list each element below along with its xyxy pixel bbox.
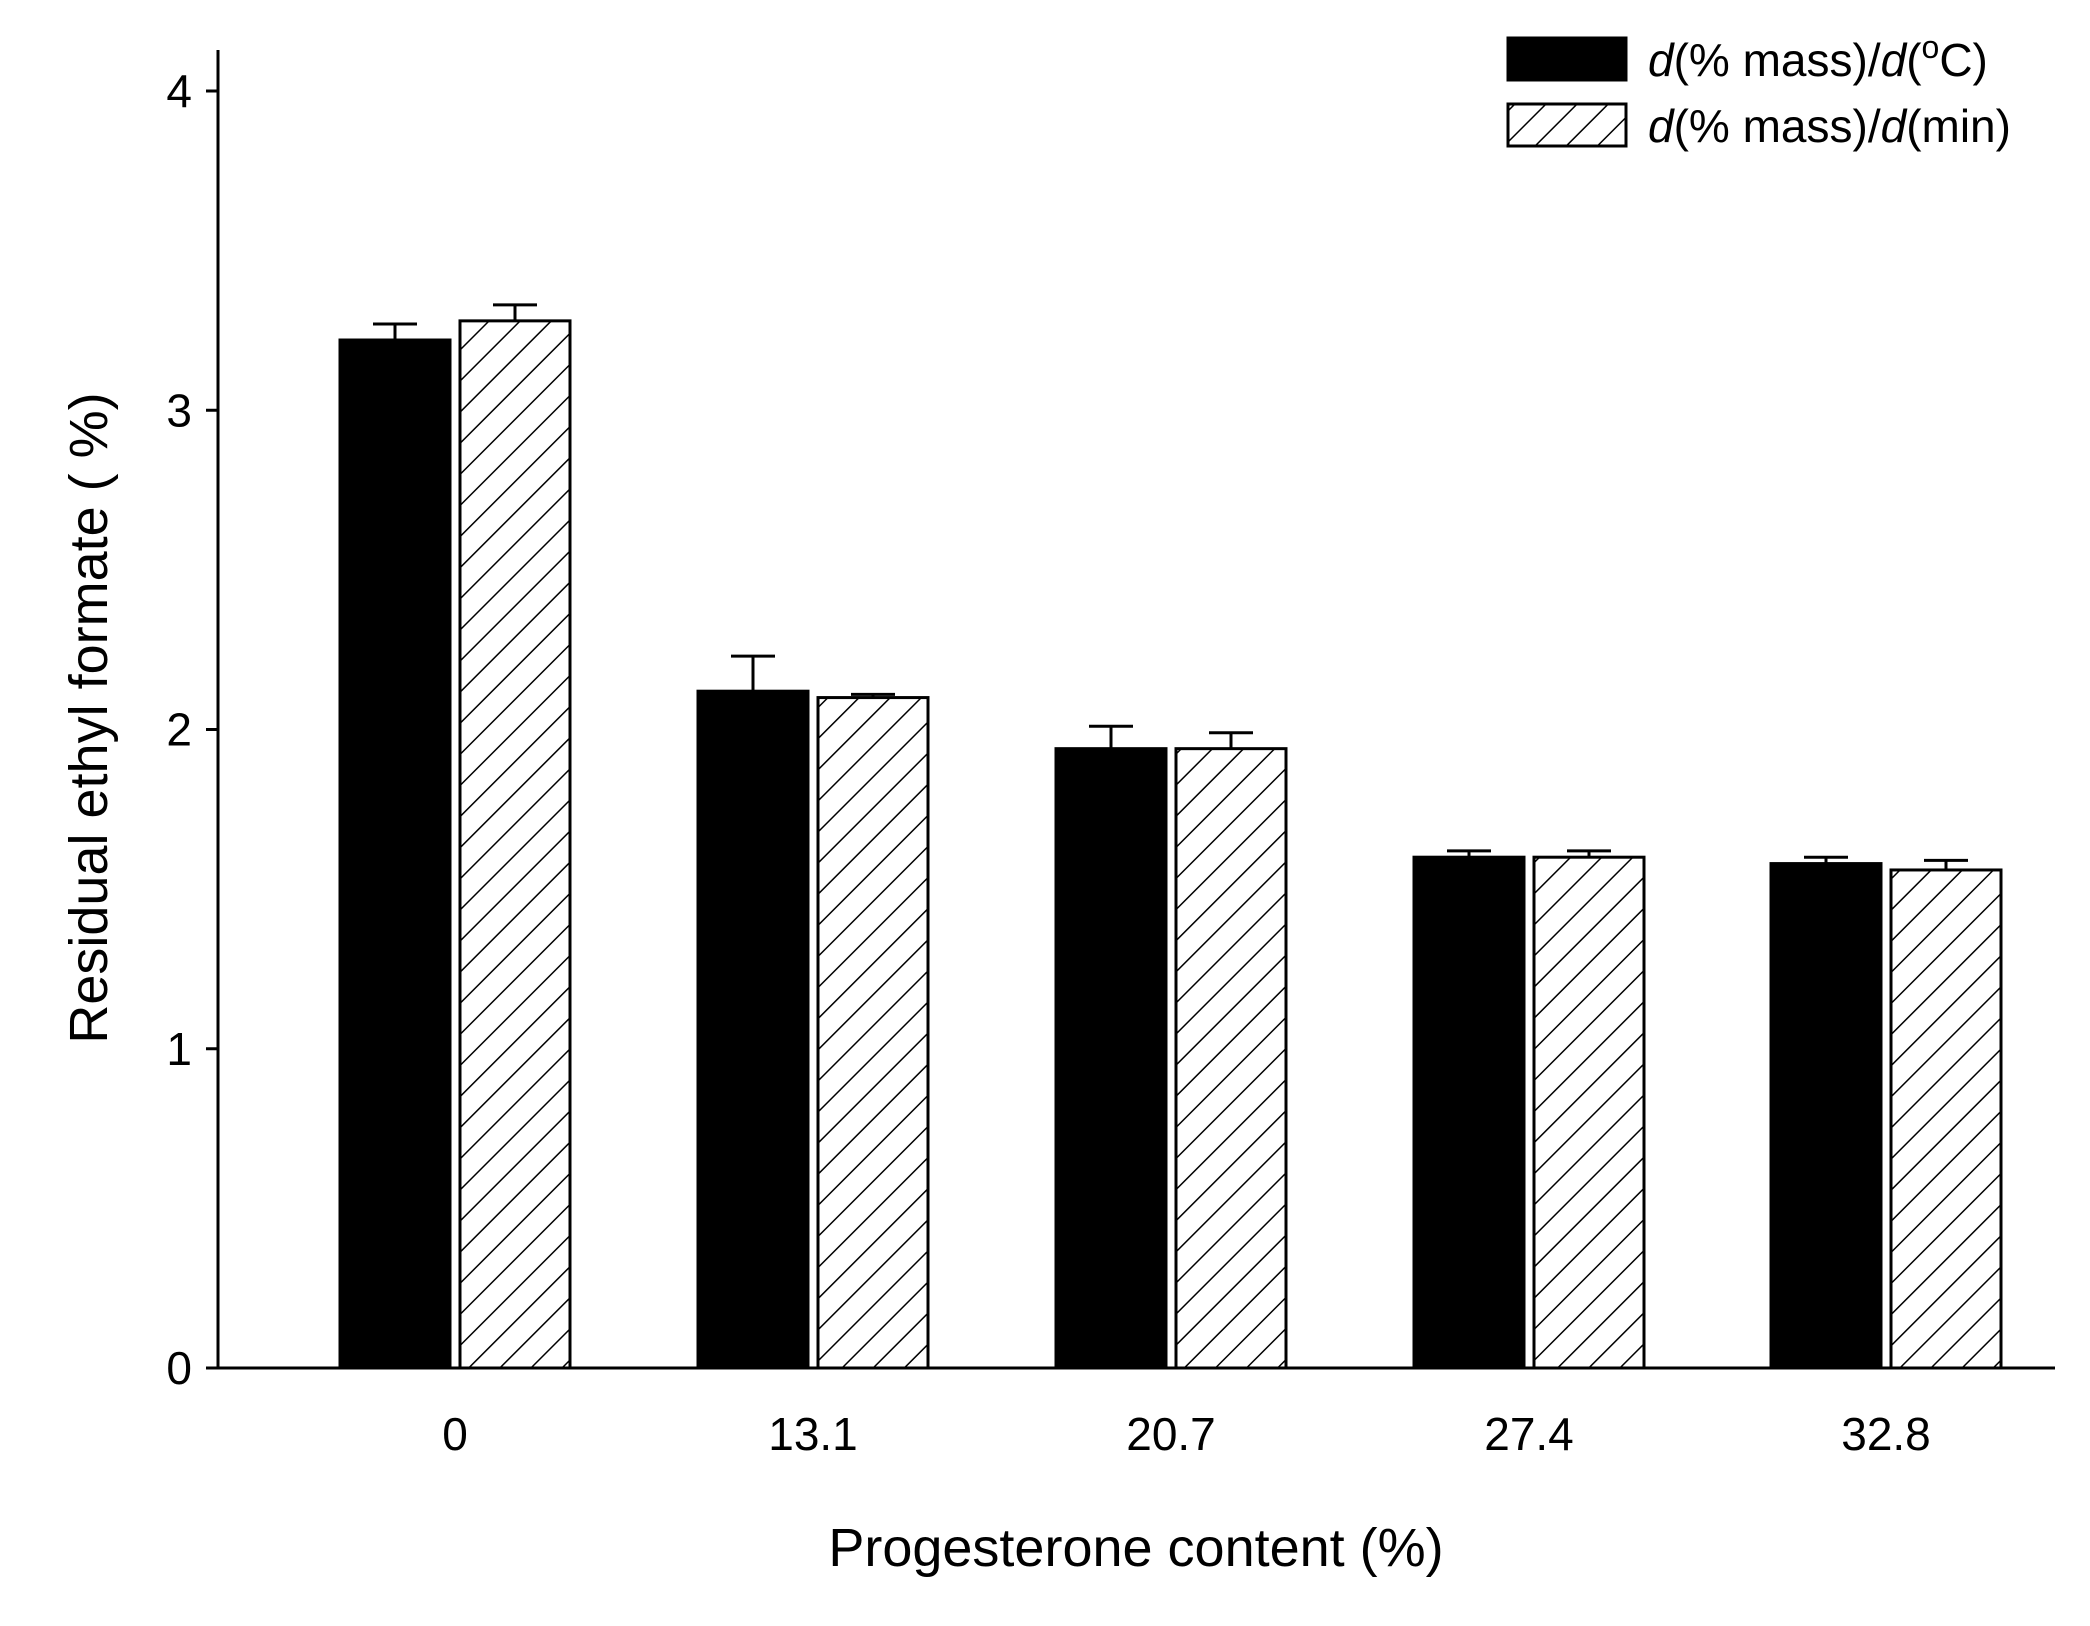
bar-series2-27.4 xyxy=(1532,855,1646,1370)
y-axis-label: Residual ethyl formate ( %) xyxy=(59,392,119,1043)
legend-swatch-2 xyxy=(1506,102,1628,148)
bar-series2-0 xyxy=(458,319,572,1370)
bar-series1-27.4 xyxy=(1412,855,1526,1370)
bar-series1-32.8 xyxy=(1769,862,1883,1370)
x-tick-label: 0 xyxy=(442,1408,468,1460)
y-tick-label: 2 xyxy=(166,704,192,756)
y-tick-label: 4 xyxy=(166,65,192,117)
bar-series2-20.7 xyxy=(1174,747,1288,1370)
x-tick-label: 32.8 xyxy=(1841,1408,1931,1460)
legend-swatch-1 xyxy=(1506,36,1628,82)
bar-series2-13.1 xyxy=(816,696,930,1370)
x-tick-label: 13.1 xyxy=(768,1408,858,1460)
bar-series2-32.8 xyxy=(1889,868,2003,1370)
bar-series1-0 xyxy=(338,338,452,1370)
legend-label-1: d(% mass)/d(oC) xyxy=(1648,29,1988,86)
y-tick-label: 0 xyxy=(166,1342,192,1394)
bar-series1-13.1 xyxy=(696,689,810,1370)
x-tick-label: 20.7 xyxy=(1126,1408,1216,1460)
legend-label-2: d(% mass)/d(min) xyxy=(1648,100,2011,152)
x-axis-label: Progesterone content (%) xyxy=(828,1518,1443,1578)
y-tick-label: 3 xyxy=(166,384,192,436)
y-tick-label: 1 xyxy=(166,1023,192,1075)
x-tick-label: 27.4 xyxy=(1484,1408,1574,1460)
bar-series1-20.7 xyxy=(1054,747,1168,1370)
